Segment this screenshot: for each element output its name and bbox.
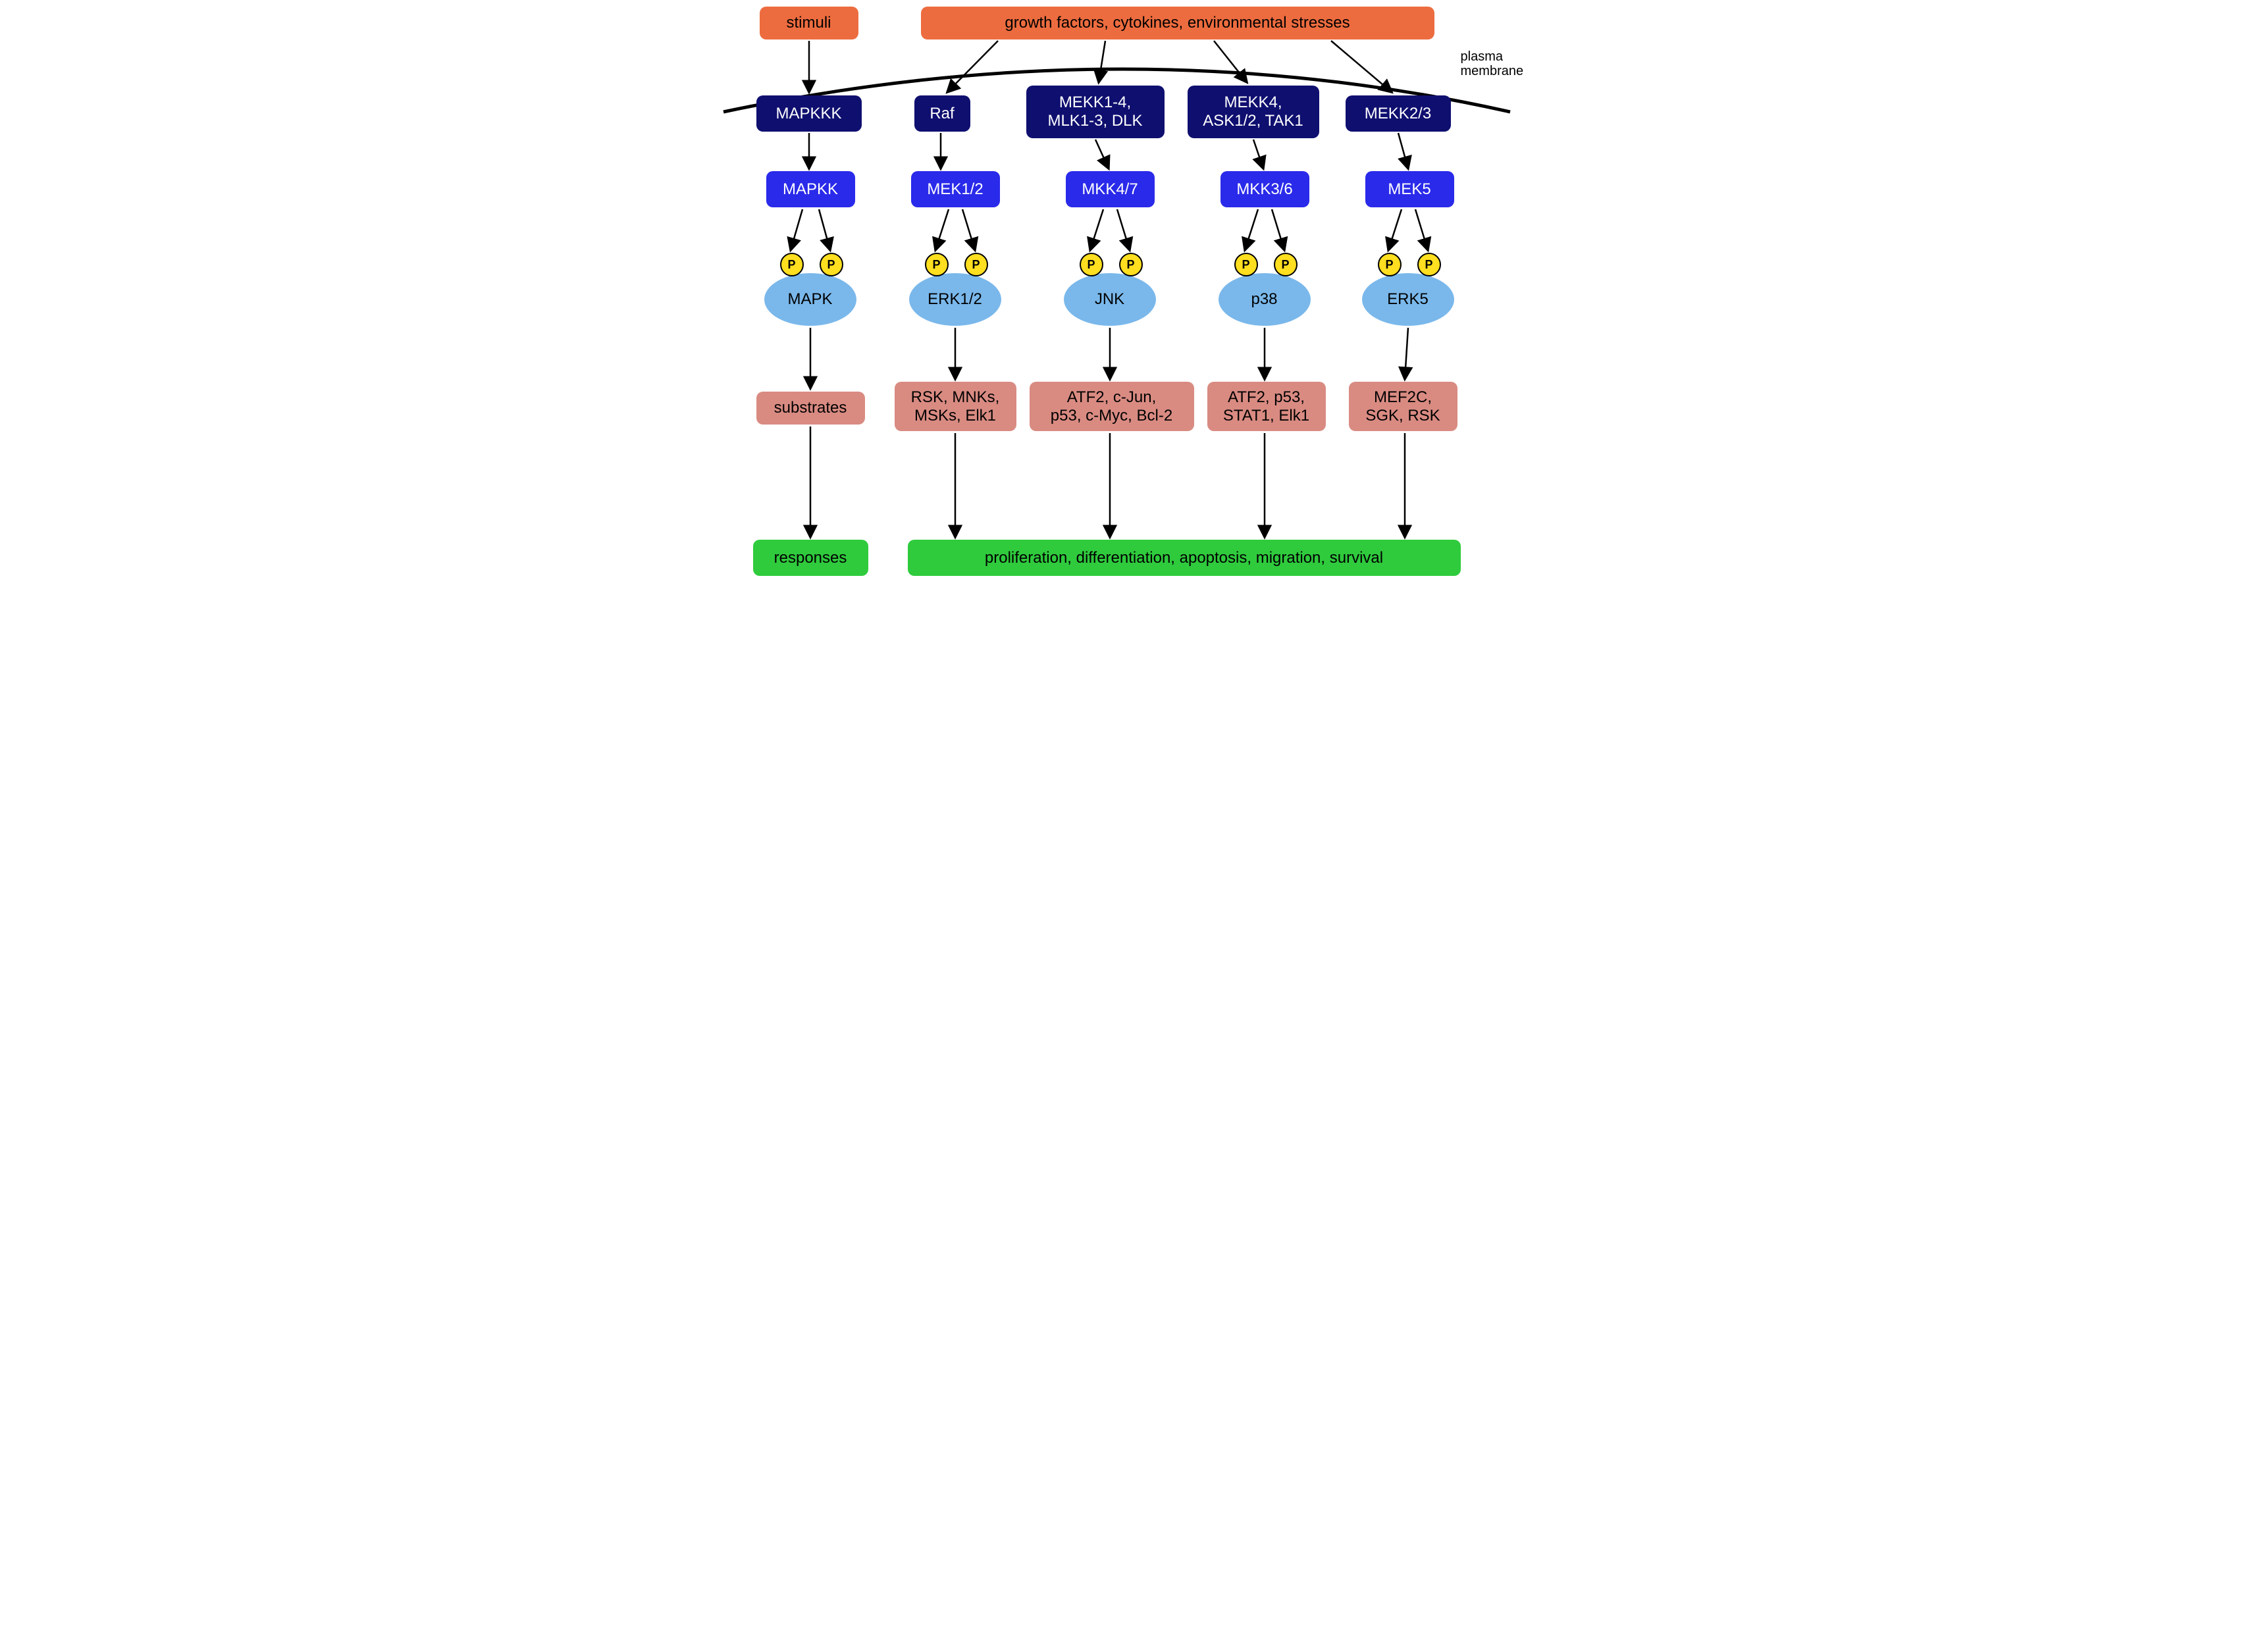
diagram-canvas: plasma membrane stimuli growth factors, c… bbox=[714, 0, 1543, 612]
node-mkk47: MKK4/7 bbox=[1066, 171, 1155, 207]
node-raf: Raf bbox=[914, 95, 970, 132]
mapk-ellipse-p38: p38 bbox=[1219, 273, 1311, 326]
node-resp_spec: proliferation, differentiation, apoptosi… bbox=[908, 540, 1461, 576]
node-mapkkk_gen: MAPKKK bbox=[756, 95, 862, 132]
mapk-ellipse-mapk_gen: MAPK bbox=[764, 273, 856, 326]
node-mekk4: MEKK4, ASK1/2, TAK1 bbox=[1188, 86, 1319, 138]
mapk-ellipse-erk5: ERK5 bbox=[1362, 273, 1454, 326]
node-mekk14: MEKK1-4, MLK1-3, DLK bbox=[1026, 86, 1165, 138]
node-sub2: ATF2, c-Jun, p53, c-Myc, Bcl-2 bbox=[1030, 382, 1194, 431]
phosphate-icon: P bbox=[1234, 253, 1258, 276]
phosphate-icon: P bbox=[780, 253, 804, 276]
node-sub1: RSK, MNKs, MSKs, Elk1 bbox=[895, 382, 1016, 431]
phosphate-icon: P bbox=[1080, 253, 1103, 276]
node-mkk36: MKK3/6 bbox=[1220, 171, 1309, 207]
node-stimuli_generic: stimuli bbox=[760, 7, 858, 39]
phosphate-icon: P bbox=[964, 253, 988, 276]
phosphate-icon: P bbox=[1274, 253, 1298, 276]
node-stimuli_specific: growth factors, cytokines, environmental… bbox=[921, 7, 1434, 39]
node-mek5: MEK5 bbox=[1365, 171, 1454, 207]
node-sub4: MEF2C, SGK, RSK bbox=[1349, 382, 1457, 431]
phosphate-icon: P bbox=[820, 253, 843, 276]
node-sub_gen: substrates bbox=[756, 392, 865, 425]
node-mek12: MEK1/2 bbox=[911, 171, 1000, 207]
node-mekk23: MEKK2/3 bbox=[1346, 95, 1451, 132]
phosphate-icon: P bbox=[1417, 253, 1441, 276]
phosphate-icon: P bbox=[1378, 253, 1402, 276]
mapk-ellipse-erk12: ERK1/2 bbox=[909, 273, 1001, 326]
node-sub3: ATF2, p53, STAT1, Elk1 bbox=[1207, 382, 1326, 431]
node-mapkk_gen: MAPKK bbox=[766, 171, 855, 207]
plasma-membrane-label: plasma membrane bbox=[1461, 49, 1524, 78]
mapk-ellipse-jnk: JNK bbox=[1064, 273, 1156, 326]
phosphate-icon: P bbox=[1119, 253, 1143, 276]
node-resp_gen: responses bbox=[753, 540, 868, 576]
phosphate-icon: P bbox=[925, 253, 949, 276]
